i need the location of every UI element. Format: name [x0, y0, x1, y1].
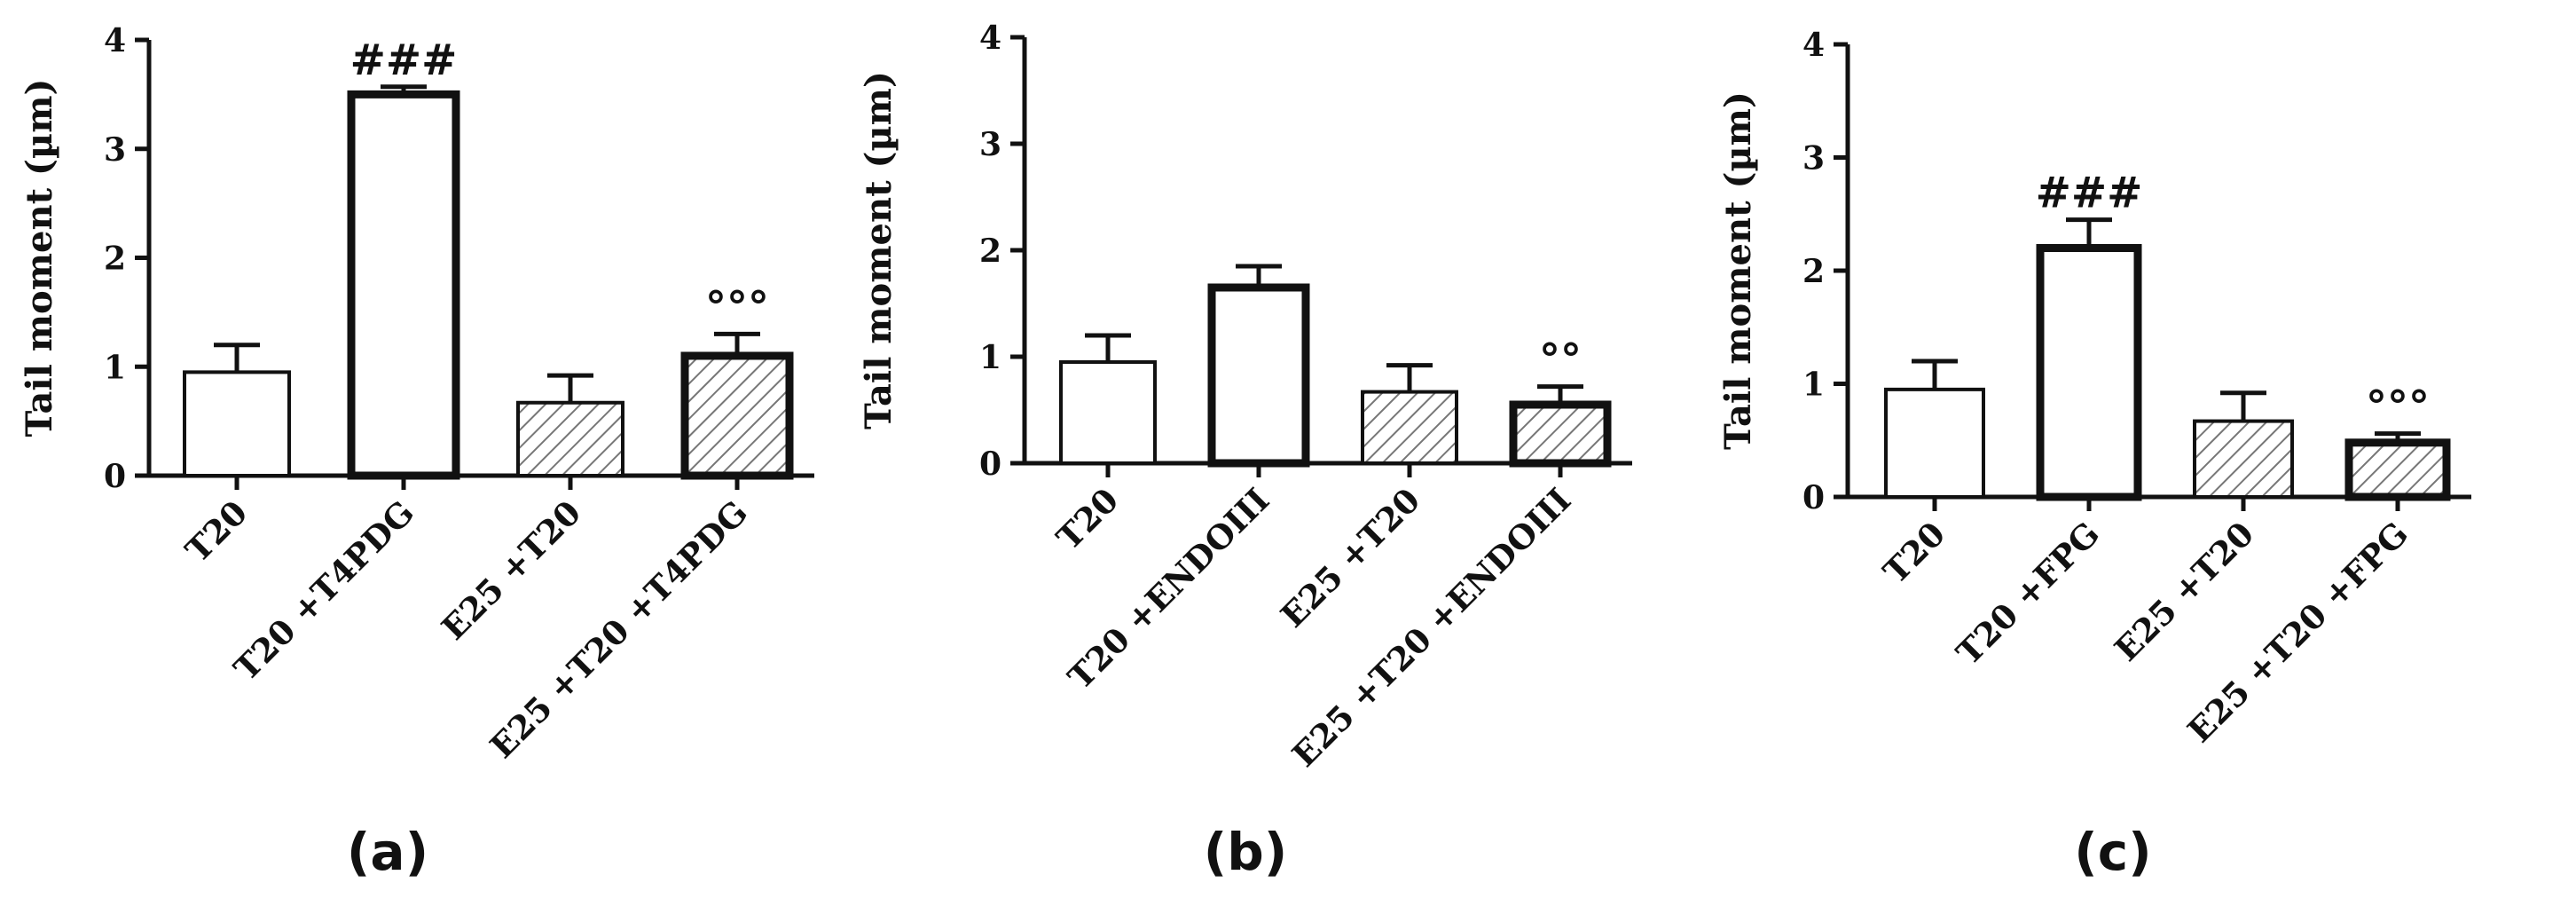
y-tick-label: 2 — [1802, 253, 1825, 290]
x-tick-label: T20 — [1875, 514, 1952, 591]
bar — [1509, 400, 1612, 468]
y-tick-label: 0 — [1802, 479, 1825, 516]
y-axis-title: Tail moment (µm) — [19, 79, 60, 437]
bar — [183, 370, 291, 478]
x-tick-label: T20 — [177, 492, 255, 570]
y-tick-label: 3 — [104, 131, 126, 169]
x-tick-label: E25 +T20 — [2107, 514, 2261, 668]
panel-label: (b) — [1204, 822, 1288, 882]
bar — [2036, 244, 2142, 501]
bar — [1059, 360, 1157, 465]
x-tick-label: T20 +T4PDG — [226, 492, 421, 688]
significance-annotation: °°° — [705, 282, 769, 332]
y-axis-title: Tail moment (µm) — [858, 71, 899, 429]
y-tick-label: 4 — [979, 20, 1001, 57]
y-tick-label: 0 — [979, 445, 1001, 483]
significance-annotation: ### — [350, 35, 458, 85]
x-tick-label: T20 — [1048, 480, 1126, 557]
bar — [1361, 390, 1458, 466]
bar — [2344, 438, 2451, 501]
bar — [680, 351, 794, 480]
x-tick-label: T20 +FPG — [1949, 514, 2108, 673]
y-tick-label: 2 — [979, 232, 1001, 270]
y-axis-title: Tail moment (µm) — [1717, 91, 1759, 450]
bar — [347, 90, 460, 480]
x-tick-label: E25 +T20 — [1273, 480, 1427, 634]
bar — [1884, 387, 1985, 499]
y-tick-label: 3 — [1802, 140, 1825, 177]
y-tick-label: 0 — [104, 458, 126, 495]
y-tick-label: 1 — [1802, 366, 1825, 404]
x-tick-label: E25 +T20 +ENDOIII — [1284, 480, 1578, 774]
significance-annotation: °° — [1539, 335, 1582, 385]
y-tick-label: 1 — [979, 339, 1001, 376]
x-tick-label: E25 +T20 — [434, 492, 588, 647]
y-tick-label: 4 — [1802, 27, 1825, 64]
y-tick-label: 3 — [979, 126, 1001, 163]
significance-annotation: °°° — [2366, 382, 2430, 432]
y-tick-label: 2 — [104, 240, 126, 278]
bar — [1207, 283, 1310, 468]
panel-label: (a) — [347, 822, 428, 882]
panel-label: (c) — [2074, 822, 2151, 882]
bar — [2193, 419, 2294, 500]
y-tick-label: 1 — [104, 349, 126, 386]
significance-annotation: ### — [2036, 169, 2143, 218]
y-tick-label: 4 — [104, 22, 126, 59]
bar — [516, 400, 624, 478]
